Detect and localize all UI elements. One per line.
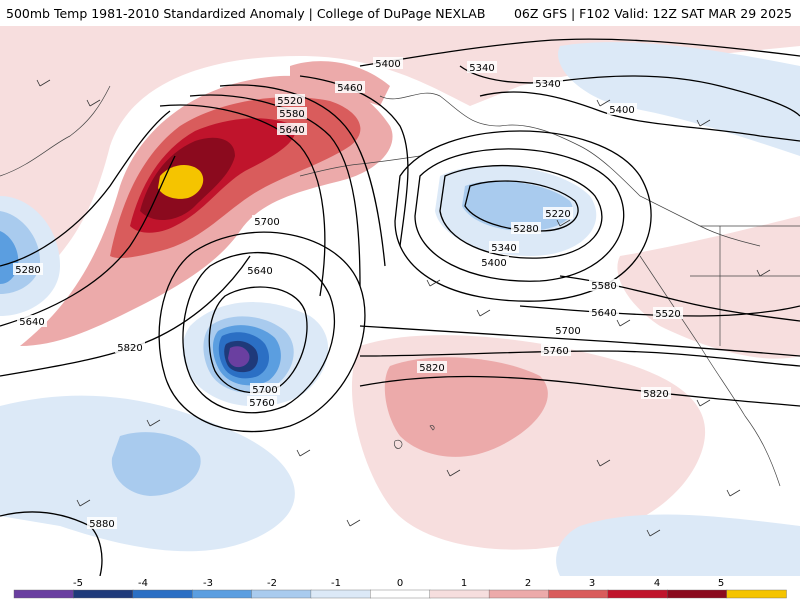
contour-label-5340: 5340 (491, 243, 516, 254)
coast-westcoast (639, 255, 781, 487)
anomaly-light-red-east (617, 216, 800, 359)
contour-5640-west (0, 155, 176, 327)
colorbar-tick: -2 (267, 578, 277, 589)
anomaly-shading (0, 26, 800, 576)
contour-label-5700: 5700 (555, 326, 580, 337)
contour-labels: 5400 5340 5340 5460 5520 5580 5640 5400 … (13, 57, 683, 530)
contour-cutoff-5760 (158, 231, 366, 433)
colorbar-tick: 1 (461, 578, 467, 589)
contour-5700-east (359, 325, 800, 357)
contour-5760-east (359, 350, 800, 367)
hawaii-islands (394, 425, 435, 449)
coast-alaska (379, 92, 761, 247)
contour-label-5520: 5520 (277, 96, 302, 107)
colorbar-swatch (13, 589, 75, 599)
coast-aleutians (299, 155, 421, 177)
colorbar-tick: -1 (331, 578, 341, 589)
colorbar-swatches (13, 589, 787, 599)
colorbar-swatch (310, 589, 371, 599)
contour-label-5280: 5280 (513, 224, 538, 235)
colorbar-swatch (251, 589, 312, 599)
contour-5580 (189, 94, 361, 287)
anomaly-purple-low (228, 346, 250, 368)
contour-label-5340: 5340 (469, 63, 494, 74)
contour-low-5340 (414, 148, 625, 282)
colorbar-swatch (667, 589, 728, 599)
anomaly-light-blue-se (556, 514, 800, 576)
contour-label-5400: 5400 (375, 59, 400, 70)
colorbar-tick: 5 (718, 578, 724, 589)
colorbar: -5 -4 -3 -2 -1 0 1 2 3 4 5 (13, 578, 787, 599)
colorbar-swatch (73, 589, 134, 599)
contour-label-5640: 5640 (591, 308, 616, 319)
colorbar-tick: 0 (397, 578, 403, 589)
contour-label-5400: 5400 (481, 258, 506, 269)
contour-label-5700: 5700 (252, 385, 277, 396)
contour-5280-west (0, 110, 171, 267)
colorbar-tick: 4 (654, 578, 660, 589)
colorbar-swatch (429, 589, 490, 599)
contour-label-5640: 5640 (247, 266, 272, 277)
contour-5820-east (359, 375, 800, 407)
contour-label-5520: 5520 (655, 309, 680, 320)
contour-label-5400: 5400 (609, 105, 634, 116)
map-title: 500mb Temp 1981-2010 Standardized Anomal… (6, 6, 486, 21)
contour-5640-east (519, 305, 800, 317)
colorbar-tick-labels: -5 -4 -3 -2 -1 0 1 2 3 4 5 (73, 578, 724, 589)
contour-label-5460: 5460 (337, 83, 362, 94)
colorbar-swatch (726, 589, 787, 599)
height-contours (0, 38, 800, 576)
contour-label-5820: 5820 (419, 363, 444, 374)
contour-label-5640: 5640 (19, 317, 44, 328)
contour-5400-north (359, 38, 800, 67)
contour-5340-north (459, 65, 800, 117)
coast-siberia (0, 85, 111, 177)
anomaly-red-center (384, 357, 548, 457)
contour-label-5880: 5880 (89, 519, 114, 530)
contour-label-5760: 5760 (543, 346, 568, 357)
colorbar-tick: -5 (73, 578, 83, 589)
contour-low-5220 (464, 180, 579, 232)
border-canada (690, 225, 800, 346)
contour-label-5580: 5580 (591, 281, 616, 292)
contour-5640 (159, 104, 326, 297)
anomaly-light-blue-ne (558, 42, 800, 156)
contour-label-5700: 5700 (254, 217, 279, 228)
colorbar-tick: -4 (138, 578, 148, 589)
colorbar-tick: 3 (589, 578, 595, 589)
contour-cutoff-5640 (208, 286, 308, 394)
anomaly-map: 5400 5340 5340 5460 5520 5580 5640 5400 … (0, 26, 800, 576)
contour-label-5280: 5280 (15, 265, 40, 276)
colorbar-swatch (548, 589, 609, 599)
contour-5520 (219, 84, 386, 267)
contour-low-5400 (394, 130, 652, 302)
coastlines (0, 85, 800, 487)
colorbar-swatch (132, 589, 193, 599)
contour-5400-ne (479, 91, 800, 142)
contour-label-5340: 5340 (535, 79, 560, 90)
contour-low-5280 (439, 165, 603, 259)
map-header: 500mb Temp 1981-2010 Standardized Anomal… (0, 0, 800, 26)
contour-label-5820: 5820 (643, 389, 668, 400)
contour-label-5760: 5760 (249, 398, 274, 409)
colorbar-tick: -3 (203, 578, 213, 589)
colorbar-swatch (370, 589, 431, 599)
contour-label-5640: 5640 (279, 125, 304, 136)
colorbar-swatch (488, 589, 550, 599)
contour-cutoff-5700 (182, 252, 335, 414)
contour-label-5820: 5820 (117, 343, 142, 354)
contour-5820-west (0, 255, 251, 377)
contour-label-5580: 5580 (279, 109, 304, 120)
anomaly-blue-sw (111, 432, 201, 496)
colorbar-swatch (191, 589, 253, 599)
colorbar-tick: 2 (525, 578, 531, 589)
anomaly-yellow-core (158, 164, 204, 199)
contour-label-5220: 5220 (545, 209, 570, 220)
model-run-info: 06Z GFS | F102 Valid: 12Z SAT MAR 29 202… (513, 6, 792, 21)
colorbar-swatch (607, 589, 668, 599)
